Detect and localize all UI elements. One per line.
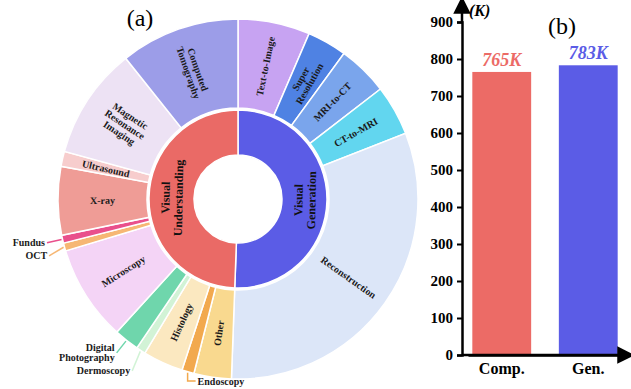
tick-mark	[457, 207, 462, 209]
tick-label: 500	[431, 162, 454, 178]
label-line: Text-to-Image	[254, 35, 277, 97]
y-axis-title: (K)	[469, 2, 490, 20]
segment-label: CT-to-MRI	[332, 115, 380, 149]
segment-label: MagneticResonanceImaging	[97, 99, 153, 150]
x-tick: Gen.	[572, 355, 604, 377]
segment-label-outside: DigitalPhotography	[59, 342, 115, 363]
y-axis: 0 100 200 300 400 500 600 700 800 900	[431, 14, 463, 363]
outer-segment	[231, 133, 418, 379]
leader-line	[47, 239, 62, 242]
label-line: MRI-to-CT	[311, 80, 354, 123]
group-label: VisualGeneration	[291, 171, 319, 230]
y-tick: 0	[446, 347, 463, 363]
segment-label: X-ray	[90, 195, 115, 206]
tick-label: 700	[431, 88, 454, 104]
label-line: CT-to-MRI	[332, 115, 380, 149]
y-axis-arrow	[461, 5, 464, 22]
segment-label: Histology	[168, 301, 195, 342]
tick-mark	[457, 59, 462, 61]
segment-label-outside: Fundus	[13, 237, 45, 248]
segment-label-outside: OCT	[25, 250, 47, 261]
segment-label-outside: Endoscopy	[198, 376, 245, 387]
y-tick: 700	[431, 88, 463, 104]
label-line: Tomography	[174, 45, 202, 100]
y-tick: 600	[431, 125, 463, 141]
sunburst-marks	[58, 19, 418, 379]
panel-title: (b)	[548, 13, 576, 39]
tick-label: 200	[431, 273, 454, 289]
y-tick: 500	[431, 162, 463, 178]
tick-label: 400	[431, 199, 454, 215]
y-tick: 100	[431, 310, 463, 326]
tick-mark	[457, 170, 462, 172]
figure: Text-to-Image SuperResolutionMRI-to-CTCT-…	[0, 0, 631, 389]
tick-mark	[457, 281, 462, 283]
y-tick: 900	[431, 14, 463, 30]
tick-mark	[457, 318, 462, 320]
tick-label: Gen.	[572, 360, 604, 377]
segment-label: Reconstruction	[319, 254, 379, 301]
tick-label: 100	[431, 310, 454, 326]
tick-label: 600	[431, 125, 454, 141]
sunburst: Text-to-Image SuperResolutionMRI-to-CTCT-…	[13, 19, 418, 387]
tick-mark	[457, 244, 462, 246]
bar	[559, 65, 618, 355]
segment-label: Microscopy	[99, 253, 147, 289]
label-line: Endoscopy	[198, 376, 245, 387]
x-axis: Comp. Gen.	[469, 355, 623, 378]
sunburst-labels: Text-to-Image SuperResolutionMRI-to-CTCT-…	[13, 35, 380, 386]
segment-label-outside: Dermoscopy	[77, 365, 130, 376]
tick-mark	[457, 355, 462, 357]
label-line: Resolution	[293, 61, 325, 106]
tick-mark	[457, 133, 462, 135]
segment-label: Other	[212, 319, 227, 346]
label-line: OCT	[25, 250, 47, 261]
leader-line	[132, 351, 140, 371]
label-line: Generation	[304, 171, 319, 230]
outer-segment	[126, 19, 238, 128]
leader-line	[49, 247, 63, 256]
leader-line	[188, 373, 196, 381]
y-tick: 200	[431, 273, 463, 289]
label-line: Reconstruction	[319, 254, 379, 301]
tick-label: 900	[431, 14, 454, 30]
label-line: Other	[212, 319, 227, 346]
data-label: 765K	[482, 50, 523, 70]
segment-label: Text-to-Image	[254, 35, 277, 97]
leader-line	[117, 341, 126, 353]
segment-label: Ultrasound	[81, 158, 131, 180]
panel-title: (a)	[127, 5, 154, 31]
label-line: Microscopy	[99, 253, 147, 289]
tick-mark	[457, 96, 462, 98]
label-line: Ultrasound	[81, 158, 131, 180]
tick-label: Comp.	[479, 360, 525, 378]
x-tick: Comp.	[479, 355, 525, 378]
x-axis-arrow	[462, 354, 626, 357]
segment-label: MRI-to-CT	[311, 80, 354, 123]
bars	[472, 65, 617, 355]
label-line: Fundus	[13, 237, 45, 248]
segment-label: SuperResolution	[285, 56, 326, 106]
label-line: Histology	[168, 301, 195, 342]
label-line: X-ray	[90, 195, 115, 206]
group-label: VisualUnderstanding	[158, 159, 186, 236]
bar	[472, 72, 531, 355]
label-line: Understanding	[171, 159, 186, 236]
tick-label: 800	[431, 51, 454, 67]
y-tick: 400	[431, 199, 463, 215]
bar-chart: 0 100 200 300 400 500 600 700 800 900 Comp. Gen. 765…	[431, 2, 627, 378]
tick-label: 300	[431, 236, 454, 252]
data-label: 783K	[569, 43, 610, 63]
y-tick: 800	[431, 51, 463, 67]
y-axis-line	[457, 23, 463, 356]
y-tick: 300	[431, 236, 463, 252]
segment-label: ComputedTomography	[174, 42, 212, 101]
label-line: Dermoscopy	[77, 365, 130, 376]
label-line: Imaging	[101, 118, 137, 147]
label-line: Photography	[59, 352, 115, 363]
tick-label: 0	[446, 347, 454, 363]
